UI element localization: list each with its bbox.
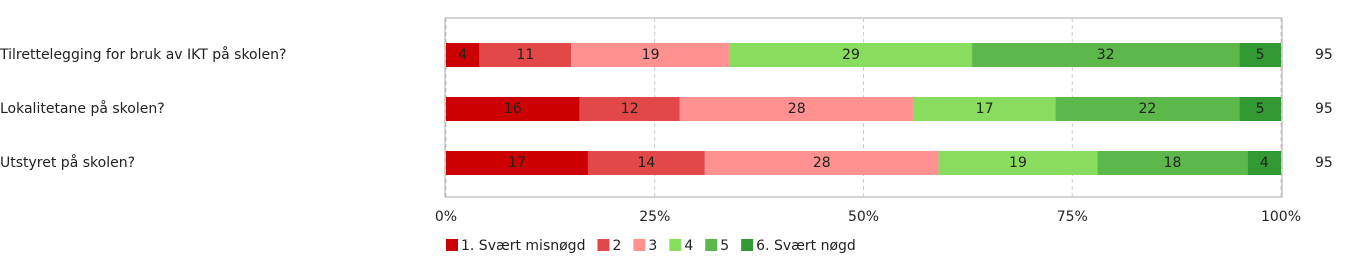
bar-segment — [587, 151, 705, 175]
bar-segment — [1239, 97, 1281, 121]
data-label: 11 — [516, 47, 534, 63]
data-label: 4 — [1260, 155, 1269, 171]
bar-segment — [446, 43, 480, 67]
x-tick-label: 75% — [1057, 209, 1088, 225]
data-label: 28 — [788, 101, 806, 117]
data-label: 28 — [813, 155, 831, 171]
data-label: 19 — [1009, 155, 1027, 171]
category-label: Utstyret på skolen? — [0, 154, 135, 171]
legend-label: 5 — [720, 238, 729, 254]
legend-label: 3 — [648, 238, 657, 254]
bar-segment — [729, 43, 973, 67]
n-label: 95 — [1315, 155, 1333, 171]
n-label: 95 — [1315, 47, 1333, 63]
bar-segment — [679, 97, 914, 121]
legend-label: 1. Svært misnøgd — [461, 238, 585, 254]
legend-swatch — [741, 239, 754, 251]
legend-label: 4 — [684, 238, 693, 254]
bar-segment — [938, 151, 1098, 175]
bar-segment — [1239, 43, 1281, 67]
bar-segment — [1097, 151, 1248, 175]
legend-swatch — [446, 239, 458, 251]
data-label: 22 — [1138, 101, 1156, 117]
bar-segment — [479, 43, 572, 67]
data-label: 16 — [504, 101, 522, 117]
bar-segment — [704, 151, 939, 175]
bar-segment — [1055, 97, 1240, 121]
x-tick-label: 25% — [639, 209, 670, 225]
data-label: 4 — [458, 47, 467, 63]
data-label: 29 — [842, 47, 860, 63]
data-label: 5 — [1256, 47, 1265, 63]
data-label: 32 — [1097, 47, 1115, 63]
legend-swatch — [705, 239, 718, 251]
data-label: 18 — [1164, 155, 1182, 171]
legend-swatch — [597, 239, 610, 251]
category-label: Lokalitetane på skolen? — [0, 100, 165, 117]
category-label: Tilrettelegging for bruk av IKT på skole… — [0, 46, 286, 63]
data-label: 14 — [637, 155, 655, 171]
legend-swatch — [669, 239, 682, 251]
legend-label: 6. Svært nøgd — [756, 238, 856, 254]
x-tick-label: 0% — [435, 209, 457, 225]
x-tick-label: 50% — [848, 209, 879, 225]
bar-segment — [446, 151, 588, 175]
legend-label: 2 — [612, 238, 621, 254]
bar-segment — [571, 43, 730, 67]
bar-segment — [1247, 151, 1281, 175]
x-tick-label: 100% — [1261, 209, 1301, 225]
bar-segment — [446, 97, 580, 121]
legend-swatch — [633, 239, 646, 251]
data-label: 12 — [621, 101, 639, 117]
data-label: 17 — [508, 155, 526, 171]
data-label: 17 — [976, 101, 994, 117]
n-label: 95 — [1315, 101, 1333, 117]
bar-segment — [579, 97, 680, 121]
bar-segment — [972, 43, 1240, 67]
data-label: 5 — [1256, 101, 1265, 117]
data-label: 19 — [642, 47, 660, 63]
bar-segment — [913, 97, 1056, 121]
